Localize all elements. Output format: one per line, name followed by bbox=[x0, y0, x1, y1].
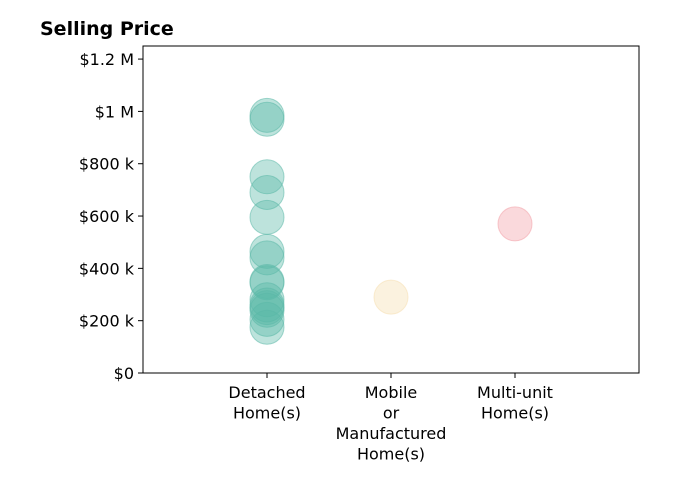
data-point bbox=[249, 159, 285, 195]
points-layer bbox=[249, 97, 533, 345]
x-tick-label: Detached Home(s) bbox=[228, 383, 305, 423]
plot-frame bbox=[142, 45, 640, 374]
y-axis: $0 $200 k $400 k $600 k $800 k $1 M $1.2 M bbox=[79, 50, 143, 383]
x-tick-label-line: Multi-unit bbox=[477, 383, 553, 402]
y-tick-label: $600 k bbox=[79, 207, 135, 226]
chart-title: Selling Price bbox=[40, 18, 174, 40]
data-point bbox=[373, 279, 409, 315]
x-tick-label-line: Mobile bbox=[365, 383, 417, 402]
y-tick-label: $200 k bbox=[79, 312, 135, 331]
data-point bbox=[249, 199, 285, 235]
x-tick-label: Mobile or Manufactured Home(s) bbox=[336, 383, 447, 464]
data-point bbox=[497, 206, 533, 242]
x-tick-label: Multi-unit Home(s) bbox=[477, 383, 553, 423]
x-tick-label-line: or bbox=[383, 404, 400, 423]
x-tick-label-line: Home(s) bbox=[481, 404, 549, 423]
data-point bbox=[249, 282, 285, 318]
y-tick-label: $1 M bbox=[95, 102, 134, 121]
y-tick-label: $0 bbox=[114, 364, 134, 383]
x-tick-label-line: Manufactured bbox=[336, 424, 447, 443]
x-tick-label-line: Home(s) bbox=[357, 445, 425, 464]
data-point bbox=[249, 101, 285, 137]
x-tick-label-line: Home(s) bbox=[233, 404, 301, 423]
y-tick-label: $800 k bbox=[79, 155, 135, 174]
data-point bbox=[249, 174, 285, 210]
data-point bbox=[249, 301, 285, 337]
x-tick-label-line: Detached bbox=[228, 383, 305, 402]
y-tick-label: $400 k bbox=[79, 259, 135, 278]
x-axis: Detached Home(s) Mobile or Manufactured Home(… bbox=[228, 373, 553, 464]
data-point bbox=[249, 309, 285, 345]
y-tick-label: $1.2 M bbox=[79, 50, 134, 69]
